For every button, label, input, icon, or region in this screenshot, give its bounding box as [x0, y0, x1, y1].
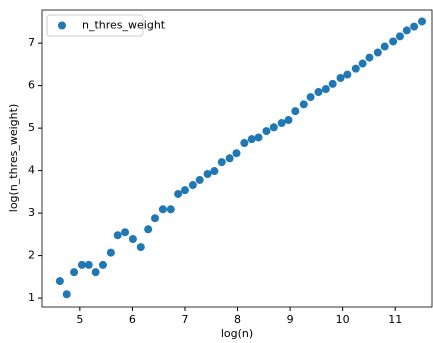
- point: [389, 37, 398, 46]
- point: [210, 167, 219, 176]
- x-tick-label: 6: [129, 313, 136, 326]
- point: [380, 42, 389, 51]
- point: [402, 26, 411, 35]
- point: [174, 189, 183, 198]
- point: [358, 59, 367, 68]
- point: [336, 73, 345, 82]
- point: [203, 170, 212, 179]
- point: [373, 48, 382, 57]
- x-tick-label: 9: [287, 313, 294, 326]
- point: [180, 186, 189, 195]
- point: [321, 85, 330, 94]
- point: [91, 268, 100, 277]
- point: [84, 260, 93, 269]
- point: [306, 93, 315, 102]
- y-tick-label: 3: [28, 206, 35, 219]
- point: [77, 260, 86, 269]
- point: [247, 135, 256, 144]
- point: [299, 100, 308, 109]
- point: [232, 149, 241, 158]
- point: [62, 290, 71, 299]
- point: [291, 107, 300, 116]
- point: [55, 277, 64, 286]
- point: [144, 225, 153, 234]
- y-tick-label: 2: [28, 249, 35, 262]
- legend-marker: [58, 21, 66, 30]
- x-tick-label: 7: [181, 313, 188, 326]
- y-axis-label: log(n_thres_weight): [7, 104, 20, 212]
- point: [70, 268, 79, 277]
- y-tick-label: 1: [28, 291, 35, 304]
- point: [395, 32, 404, 41]
- point: [314, 88, 323, 97]
- point: [351, 64, 360, 73]
- point: [365, 53, 374, 62]
- point: [277, 119, 286, 128]
- point: [240, 138, 249, 147]
- point: [284, 116, 293, 125]
- point: [225, 154, 234, 163]
- point: [151, 214, 160, 223]
- x-tick-label: 11: [388, 313, 402, 326]
- point: [106, 248, 115, 257]
- y-tick-label: 6: [28, 79, 35, 92]
- point: [269, 123, 278, 132]
- point: [418, 17, 427, 26]
- point: [98, 260, 107, 269]
- point: [136, 243, 145, 252]
- point: [195, 175, 204, 184]
- point: [128, 235, 137, 244]
- legend-label: n_thres_weight: [82, 19, 166, 32]
- x-tick-label: 8: [234, 313, 241, 326]
- point: [166, 205, 175, 214]
- point: [410, 22, 419, 31]
- point: [158, 205, 167, 214]
- legend-box: [46, 14, 144, 37]
- point: [254, 133, 263, 142]
- point: [262, 127, 271, 136]
- x-tick-label: 10: [336, 313, 350, 326]
- point: [113, 231, 122, 240]
- point: [121, 228, 130, 237]
- point: [188, 181, 197, 190]
- point: [217, 158, 226, 167]
- plot-frame: [41, 9, 433, 308]
- point: [343, 70, 352, 79]
- x-axis-label: log(n): [221, 327, 253, 340]
- y-tick-label: 7: [28, 36, 35, 49]
- point: [328, 79, 337, 88]
- y-tick-label: 5: [28, 121, 35, 134]
- x-tick-label: 5: [76, 313, 83, 326]
- y-tick-label: 4: [28, 164, 35, 177]
